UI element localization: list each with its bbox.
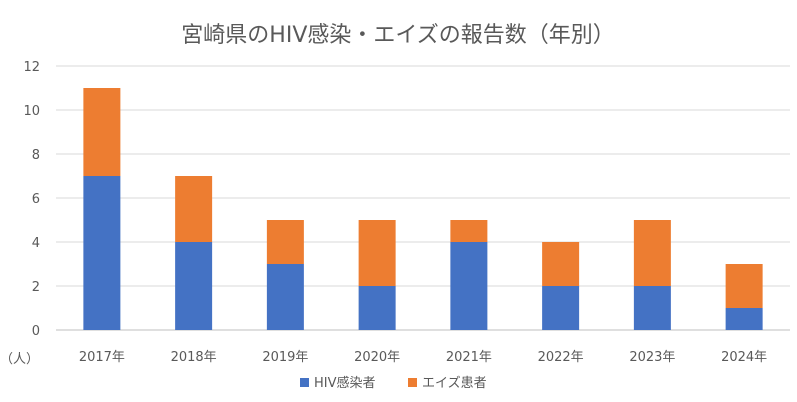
bar-aids-7 (725, 264, 763, 308)
legend-label: HIV感染者 (314, 375, 376, 391)
bar-hiv-6 (633, 286, 671, 330)
y-tick-label: 4 (32, 236, 40, 251)
y-tick-label: 0 (32, 324, 40, 339)
bar-hiv-0 (83, 176, 121, 330)
bar-aids-6 (633, 220, 671, 286)
y-tick-label: 6 (32, 192, 40, 207)
x-tick-label: 2017年 (79, 350, 125, 365)
bar-hiv-2 (266, 264, 304, 330)
bar-aids-1 (175, 176, 213, 242)
legend-swatch (300, 378, 309, 387)
x-tick-label: 2019年 (262, 350, 308, 365)
bar-hiv-5 (542, 286, 580, 330)
bar-hiv-3 (358, 286, 396, 330)
y-tick-labels: 0 2 4 6 8 10 12 (23, 60, 40, 339)
x-tick-label: 2024年 (721, 350, 767, 365)
x-tick-label: 2018年 (171, 350, 217, 365)
y-tick-label: 8 (32, 148, 40, 163)
bars (83, 88, 763, 330)
x-tick-label: 2021年 (446, 350, 492, 365)
legend-label: エイズ患者 (422, 375, 487, 391)
bar-aids-5 (542, 242, 580, 286)
bar-aids-2 (266, 220, 304, 264)
x-tick-label: 2022年 (538, 350, 584, 365)
bar-aids-4 (450, 220, 488, 242)
bar-hiv-4 (450, 242, 488, 330)
bar-aids-3 (358, 220, 396, 286)
x-tick-label: 2023年 (629, 350, 675, 365)
bar-aids-0 (83, 88, 121, 176)
y-tick-label: 10 (23, 104, 40, 119)
legend: HIV感染者 エイズ患者 (300, 375, 487, 391)
legend-swatch (408, 378, 417, 387)
bar-hiv-7 (725, 308, 763, 330)
y-tick-label: 12 (23, 60, 40, 75)
bar-hiv-1 (175, 242, 213, 330)
chart-title: 宮崎県のHIV感染・エイズの報告数（年別） (181, 23, 614, 48)
x-tick-labels: 2017年 2018年 2019年 2020年 2021年 2022年 2023年 2024年 (79, 350, 767, 365)
grid-lines (56, 65, 790, 331)
x-tick-label: 2020年 (354, 350, 400, 365)
y-axis-unit-label: （人） (0, 352, 39, 367)
y-tick-label: 2 (32, 280, 40, 295)
